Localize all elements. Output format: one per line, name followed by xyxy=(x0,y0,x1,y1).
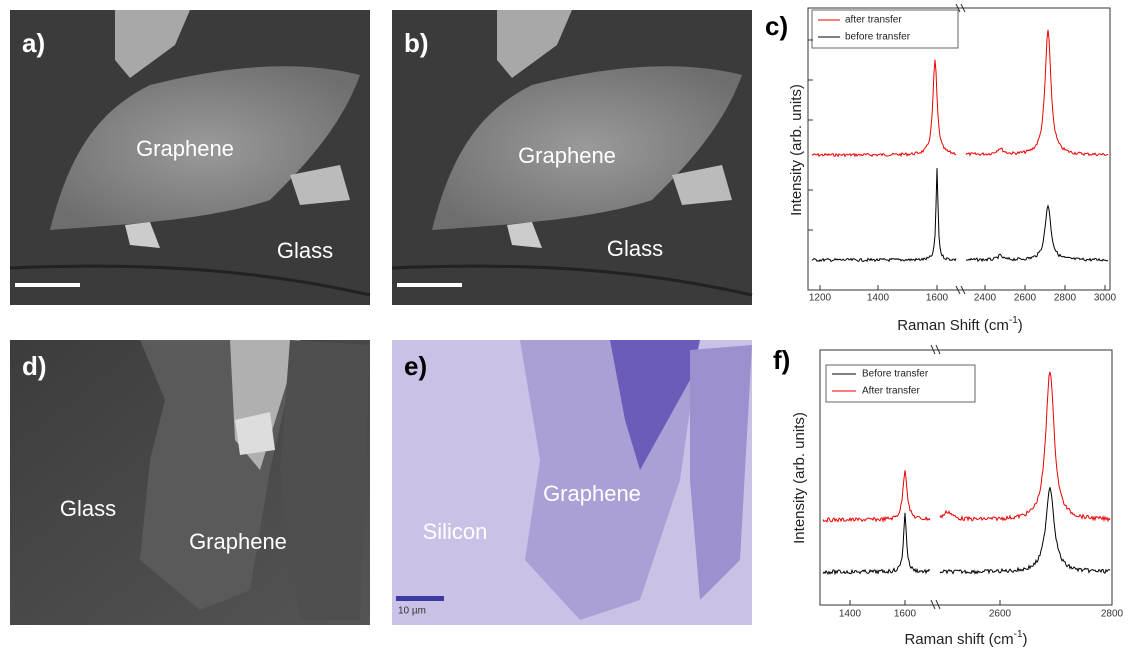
chart-f xyxy=(820,345,1112,609)
image-label: Glass xyxy=(277,238,333,263)
panel-label: d) xyxy=(22,351,47,381)
y-axis-label: Intensity (arb. units) xyxy=(791,412,808,544)
x-tick-label: 2800 xyxy=(1054,293,1077,304)
image-label: Silicon xyxy=(423,519,488,544)
scale-label: 10 µm xyxy=(398,606,426,617)
x-tick-label: 1400 xyxy=(867,293,890,304)
legend-label: Before transfer xyxy=(862,369,929,380)
x-axis-label: Raman Shift (cm-1) xyxy=(897,315,1023,334)
panel-label: b) xyxy=(404,28,429,58)
image-label: Graphene xyxy=(189,529,287,554)
x-tick-label: 2800 xyxy=(1101,609,1124,620)
x-axis-label-part: ) xyxy=(1018,317,1023,334)
panel-label: a) xyxy=(22,28,45,58)
x-tick-label: 1200 xyxy=(809,293,832,304)
image-label: Glass xyxy=(607,236,663,261)
legend-label: after transfer xyxy=(845,15,902,26)
spectrum xyxy=(812,168,1108,261)
image-label: Graphene xyxy=(543,481,641,506)
axis-break xyxy=(931,345,940,609)
legend-label: After transfer xyxy=(862,386,920,397)
spectrum xyxy=(823,487,1110,574)
x-axis-label-part: ) xyxy=(1023,631,1028,648)
x-tick-label: 1600 xyxy=(926,293,949,304)
x-axis-label-part: Raman Shift (cm xyxy=(897,317,1009,334)
y-axis-label: Intensity (arb. units) xyxy=(788,84,805,216)
x-axis-label: Raman shift (cm-1) xyxy=(904,629,1027,648)
image-label: Graphene xyxy=(518,143,616,168)
x-tick-label: 3000 xyxy=(1094,293,1117,304)
x-tick-label: 2600 xyxy=(989,609,1012,620)
image-d xyxy=(10,340,370,625)
x-tick-label: 1600 xyxy=(894,609,917,620)
image-label: Graphene xyxy=(136,136,234,161)
x-tick-label: 1400 xyxy=(839,609,862,620)
figure: a) Graphene Glass b) Graphene Glass d) Glass Gra… xyxy=(0,0,1130,653)
panel-label: c) xyxy=(765,11,788,41)
spectrum xyxy=(812,30,1108,156)
panel-label: f) xyxy=(773,345,790,375)
x-axis-label-part: Raman shift (cm xyxy=(904,631,1013,648)
image-label: Glass xyxy=(60,496,116,521)
legend-label: before transfer xyxy=(845,32,911,43)
x-tick-label: 2600 xyxy=(1014,293,1037,304)
panel-label: e) xyxy=(404,351,427,381)
x-tick-label: 2400 xyxy=(974,293,997,304)
